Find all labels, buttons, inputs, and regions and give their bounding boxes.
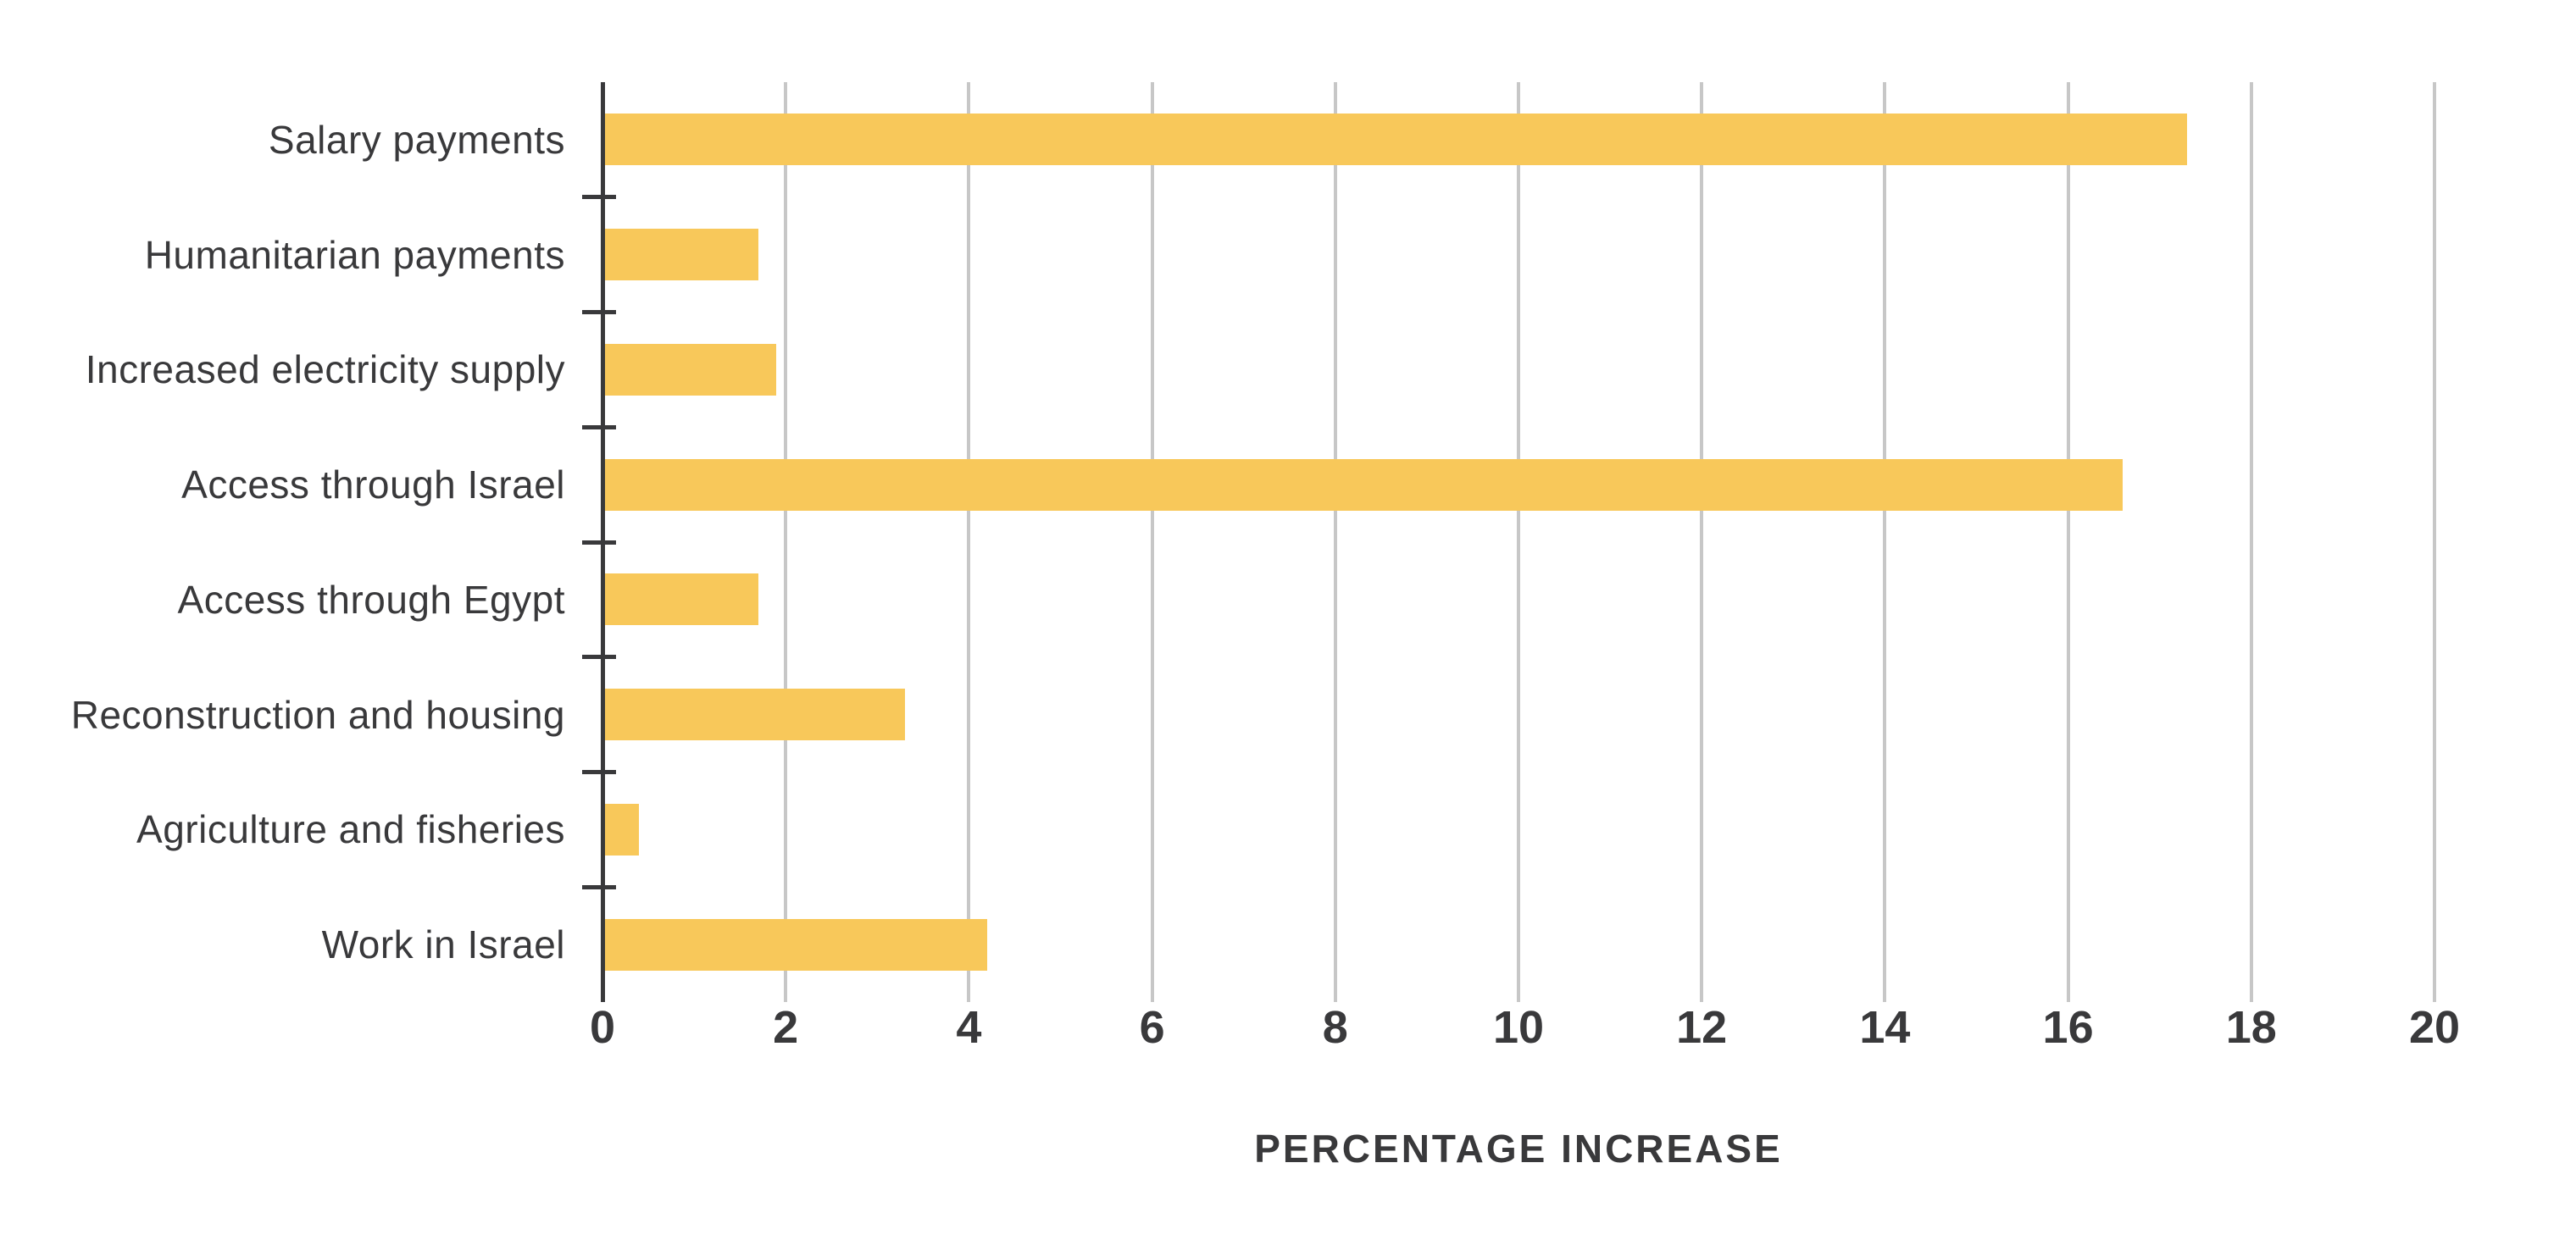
gridline: [2066, 82, 2070, 1002]
x-tick-label: 14: [1859, 1002, 1911, 1053]
bar: [605, 573, 758, 625]
y-axis-tick: [582, 540, 616, 545]
x-axis-title: PERCENTAGE INCREASE: [1254, 1127, 1783, 1171]
category-label: Access through Egypt: [177, 578, 565, 622]
y-axis-tick: [582, 310, 616, 314]
gridline: [1883, 82, 1887, 1002]
bar: [605, 229, 758, 280]
gridline: [967, 82, 971, 1002]
y-axis-tick: [582, 885, 616, 889]
x-tick-label: 18: [2225, 1002, 2277, 1053]
x-tick-label: 12: [1676, 1002, 1728, 1053]
x-tick-label: 8: [1322, 1002, 1348, 1053]
gridline: [1700, 82, 1704, 1002]
category-label: Work in Israel: [321, 922, 565, 966]
bar: [605, 344, 776, 396]
gridline: [2433, 82, 2436, 1002]
category-label: Reconstruction and housing: [70, 693, 565, 737]
x-tick-label: 10: [1492, 1002, 1545, 1053]
x-tick-label: 20: [2408, 1002, 2461, 1053]
y-axis-tick: [582, 425, 616, 429]
bar: [605, 689, 905, 740]
x-tick-label: 6: [1139, 1002, 1165, 1053]
category-label: Salary payments: [268, 118, 565, 162]
gridline: [784, 82, 788, 1002]
y-axis-tick: [582, 195, 616, 199]
x-tick-label: 16: [2042, 1002, 2094, 1053]
gridline: [2249, 82, 2253, 1002]
bar: [605, 804, 639, 856]
y-axis-tick: [582, 655, 616, 659]
gridline: [1517, 82, 1520, 1002]
gridline: [1150, 82, 1154, 1002]
y-axis-tick: [582, 770, 616, 774]
bar: [605, 919, 987, 971]
x-tick-label: 2: [773, 1002, 799, 1053]
x-tick-label: 0: [589, 1002, 616, 1053]
x-tick-label: 4: [956, 1002, 982, 1053]
category-label: Humanitarian payments: [144, 233, 565, 277]
bar: [605, 114, 2187, 165]
bar: [605, 459, 2123, 511]
category-label: Agriculture and fisheries: [136, 807, 565, 851]
category-label: Access through Israel: [181, 462, 565, 507]
gridline: [1333, 82, 1337, 1002]
category-label: Increased electricity supply: [85, 347, 565, 391]
